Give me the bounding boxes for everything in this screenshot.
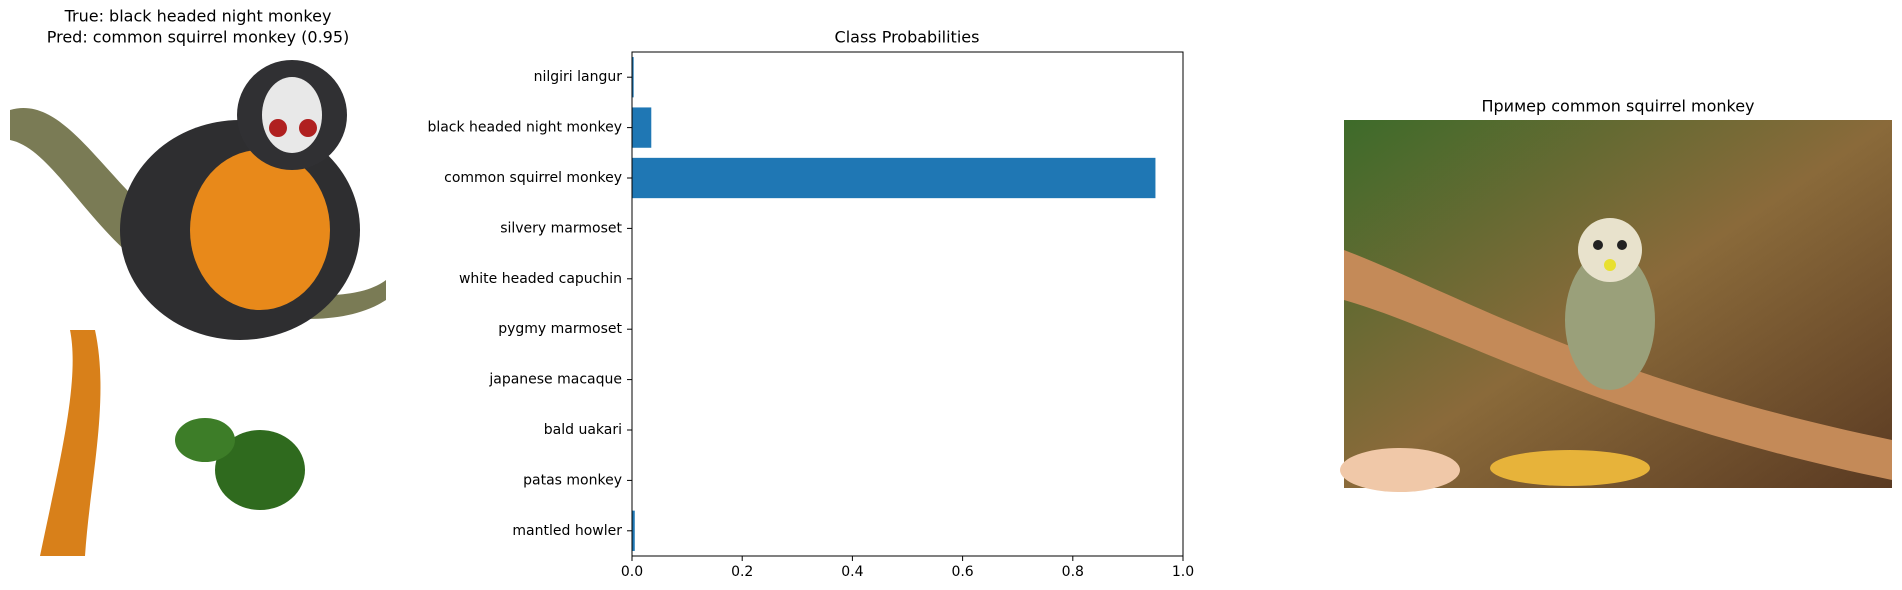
bar xyxy=(632,107,652,148)
example-image xyxy=(1340,120,1892,492)
bar xyxy=(632,510,635,551)
x-tick-label: 0.2 xyxy=(731,564,753,580)
bar xyxy=(632,157,1156,199)
x-tick-label: 0.8 xyxy=(1062,564,1084,580)
image-title: Пример common squirrel monkey xyxy=(1481,97,1754,116)
image-title: Pred: common squirrel monkey (0.95) xyxy=(47,28,350,47)
bar xyxy=(632,57,634,98)
axes-frame xyxy=(631,51,1184,557)
chart-title: Class Probabilities xyxy=(835,28,980,47)
y-tick-label: mantled howler xyxy=(512,523,622,539)
y-tick-label: silvery marmoset xyxy=(500,220,622,236)
y-tick-label: black headed night monkey xyxy=(427,120,622,136)
y-tick-label: nilgiri langur xyxy=(534,69,623,85)
y-tick-label: common squirrel monkey xyxy=(444,170,622,186)
x-tick-label: 0.6 xyxy=(951,564,973,580)
y-tick-label: japanese macaque xyxy=(488,372,622,388)
x-tick-label: 0.0 xyxy=(621,564,643,580)
y-tick-label: pygmy marmoset xyxy=(498,321,622,337)
y-tick-label: bald uakari xyxy=(544,422,622,438)
true-image xyxy=(10,51,386,556)
y-tick-label: patas monkey xyxy=(523,472,622,488)
x-tick-label: 0.4 xyxy=(841,564,863,580)
x-tick-label: 1.0 xyxy=(1172,564,1194,580)
image-title: True: black headed night monkey xyxy=(64,7,332,26)
y-tick-label: white headed capuchin xyxy=(459,271,622,287)
